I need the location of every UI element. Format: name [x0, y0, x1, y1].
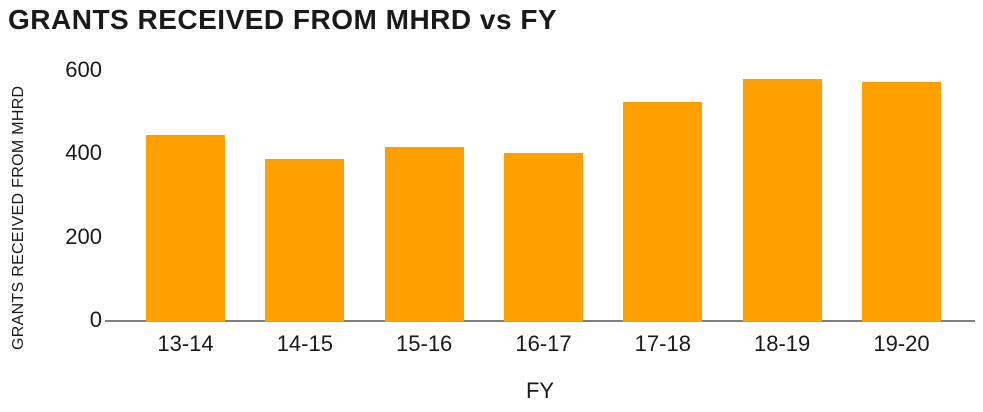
bar-slot-18-19: 18-19 — [742, 70, 822, 356]
bar-13-14 — [146, 134, 225, 322]
bar-16-17 — [503, 153, 583, 322]
x-tick-label-18-19: 18-19 — [754, 331, 811, 356]
bar-slot-17-18: 17-18 — [623, 70, 703, 356]
bar-series: 13-14 14-15 15-16 16-17 17-18 18-19 19-20 — [146, 70, 941, 356]
plot-area: 13-14 14-15 15-16 16-17 17-18 18-19 19-20 — [105, 70, 975, 356]
y-tick-label-200: 200 — [65, 223, 102, 249]
y-tick-label-400: 400 — [65, 140, 102, 166]
x-tick-label-19-20: 19-20 — [873, 331, 930, 356]
bar-15-16 — [384, 147, 464, 322]
y-tick-label-600: 600 — [65, 57, 102, 82]
bar-slot-19-20: 19-20 — [861, 70, 941, 356]
bar-slot-14-15: 14-15 — [265, 70, 345, 356]
y-tick-label-0: 0 — [89, 307, 102, 332]
x-tick-label-14-15: 14-15 — [276, 331, 333, 356]
bar-19-20 — [861, 82, 941, 322]
x-axis-title: FY — [525, 378, 555, 403]
x-tick-label-15-16: 15-16 — [396, 331, 453, 356]
bar-14-15 — [265, 158, 345, 322]
bar-18-19 — [742, 79, 822, 322]
bar-slot-16-17: 16-17 — [503, 70, 583, 356]
x-tick-label-16-17: 16-17 — [515, 331, 572, 356]
bar-slot-15-16: 15-16 — [384, 70, 464, 356]
bar-slot-13-14: 13-14 — [146, 70, 225, 356]
y-axis-tick-labels: 0 200 400 600 — [0, 57, 102, 332]
chart-title: GRANTS RECEIVED FROM MHRD vs FY — [8, 4, 558, 35]
x-tick-label-13-14: 13-14 — [157, 331, 214, 356]
bar-17-18 — [623, 102, 703, 322]
x-tick-label-17-18: 17-18 — [634, 331, 691, 356]
